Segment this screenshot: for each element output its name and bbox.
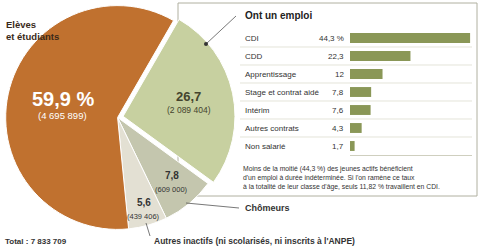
svg-text:Ont un emploi: Ont un emploi <box>245 10 312 21</box>
svg-text:Total : 7 833 709: Total : 7 833 709 <box>5 237 67 246</box>
svg-text:(4 695 899): (4 695 899) <box>38 110 87 121</box>
svg-text:Moins de la moitié (44,3 %) de: Moins de la moitié (44,3 %) des jeunes a… <box>243 165 440 191</box>
svg-text:Intérim: Intérim <box>245 106 270 115</box>
svg-text:44,3 %: 44,3 % <box>319 34 344 43</box>
svg-text:1,7: 1,7 <box>332 142 344 151</box>
svg-text:26,7: 26,7 <box>176 89 201 104</box>
svg-text:Stage et contrat aidé: Stage et contrat aidé <box>245 88 319 97</box>
svg-text:7,8: 7,8 <box>165 170 179 181</box>
svg-text:5,6: 5,6 <box>137 197 151 208</box>
svg-text:4,3: 4,3 <box>332 124 344 133</box>
svg-text:22,3: 22,3 <box>328 52 344 61</box>
svg-text:Autres contrats: Autres contrats <box>245 124 299 133</box>
svg-text:CDD: CDD <box>245 52 263 61</box>
svg-text:Chômeurs: Chômeurs <box>245 203 290 213</box>
svg-text:12: 12 <box>335 70 344 79</box>
svg-text:Non salarié: Non salarié <box>245 142 286 151</box>
svg-text:(609 000): (609 000) <box>155 185 188 194</box>
svg-text:59,9 %: 59,9 % <box>32 88 94 110</box>
svg-text:7,8: 7,8 <box>332 88 344 97</box>
svg-text:(2 089 404): (2 089 404) <box>167 105 211 115</box>
svg-text:7,6: 7,6 <box>332 106 344 115</box>
svg-text:Apprentissage: Apprentissage <box>245 70 297 79</box>
svg-text:Elèveset étudiants: Elèveset étudiants <box>6 19 59 42</box>
svg-text:(439 406): (439 406) <box>127 212 160 221</box>
svg-text:Autres inactifs (ni scolarisés: Autres inactifs (ni scolarisés, ni inscr… <box>154 236 355 246</box>
svg-text:CDI: CDI <box>245 34 259 43</box>
